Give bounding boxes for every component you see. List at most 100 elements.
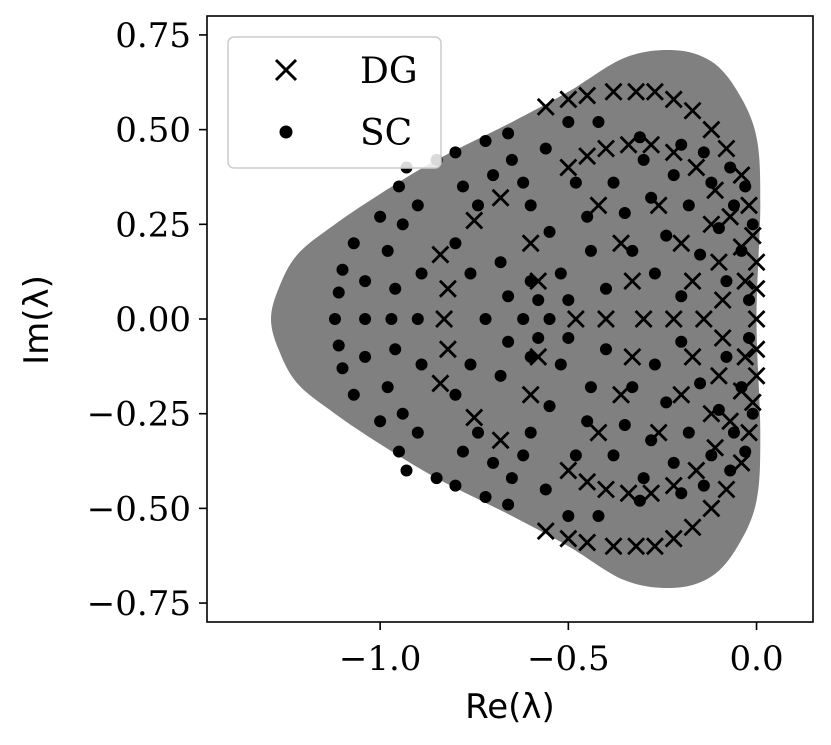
y-axis-label: Im(λ) [17,275,57,365]
x-tick-label: −0.5 [527,639,610,679]
sc-point [494,256,507,269]
sc-point [392,445,405,458]
sc-point [381,381,394,394]
sc-point [479,313,492,325]
sc-point [539,142,552,155]
sc-point [374,415,387,428]
sc-point [430,472,443,485]
dg-point [431,374,450,393]
dg-point [536,522,555,541]
sc-point [697,479,710,492]
dg-point [713,328,732,347]
dg-point [619,135,638,154]
dg-point [721,207,740,226]
dg-point [559,158,578,177]
dg-point [596,139,615,158]
sc-point [449,388,462,401]
sc-point [735,381,748,394]
dg-point [672,234,691,253]
sc-point [347,237,360,250]
dg-point [645,82,664,101]
sc-point [569,449,582,462]
sc-point [332,286,345,299]
dg-point [578,472,597,491]
dg-point [717,139,736,158]
dg-point [713,291,732,310]
dg-point [559,461,578,480]
sc-point [694,248,707,261]
sc-point [464,358,477,371]
dg-point [521,385,540,404]
sc-point [626,244,639,257]
sc-point [739,180,752,193]
y-tick-label: −0.75 [87,584,191,624]
sc-point [743,331,756,344]
sc-point [543,400,556,413]
scatter-marks-layer [328,82,766,556]
dg-point [702,120,721,139]
sc-point [415,358,428,371]
sc-point [660,229,673,242]
sc-point [648,358,661,371]
sc-point [456,445,469,458]
dg-point [694,310,713,328]
sc-point [633,494,646,507]
sc-point [607,176,620,189]
dg-point [566,310,585,328]
dg-point [623,347,642,366]
sc-point [479,134,492,147]
sc-point [336,263,349,276]
legend-label-sc: SC [360,113,412,154]
y-tick-label: 0.25 [115,205,191,245]
legend-dot-marker-icon [279,125,293,139]
dg-point [747,340,766,359]
sc-point [374,210,387,223]
dg-point [683,518,702,537]
dg-point [438,340,457,359]
series-dg [431,82,766,556]
sc-point [743,294,756,307]
sc-point [411,199,424,212]
dg-point [536,97,555,116]
sc-point [539,483,552,496]
dg-point [627,82,646,101]
sc-point [645,191,658,204]
sc-point [502,127,515,140]
dg-point [721,412,740,431]
stability-region [271,49,761,589]
dg-point [612,234,631,253]
sc-point [705,176,718,189]
sc-point [720,275,733,288]
legend-entry-dg: DG [274,51,418,92]
sc-point [720,350,733,363]
sc-point [554,358,567,371]
sc-point [336,362,349,375]
sc-point [592,509,605,522]
sc-point [645,434,658,447]
dg-point [747,253,766,272]
sc-point [618,206,631,219]
y-tick-label: −0.25 [87,395,191,435]
sc-point [456,180,469,193]
sc-point [667,456,680,469]
sc-point [584,381,597,394]
sc-point [727,426,740,439]
dg-point [634,310,653,328]
sc-point [487,169,500,182]
sc-point [472,199,485,212]
dg-point [747,279,766,298]
dg-point [559,529,578,548]
dg-point [596,310,615,328]
y-tick-label: 0.50 [115,111,191,151]
dg-point [596,480,615,499]
dg-point [589,196,608,215]
sc-point [675,335,688,348]
dg-point [732,453,751,472]
dg-point [683,272,702,291]
dg-point [709,253,728,272]
dg-point [683,347,702,366]
dg-point [491,431,510,450]
sc-point [415,267,428,280]
sc-point [505,153,518,166]
